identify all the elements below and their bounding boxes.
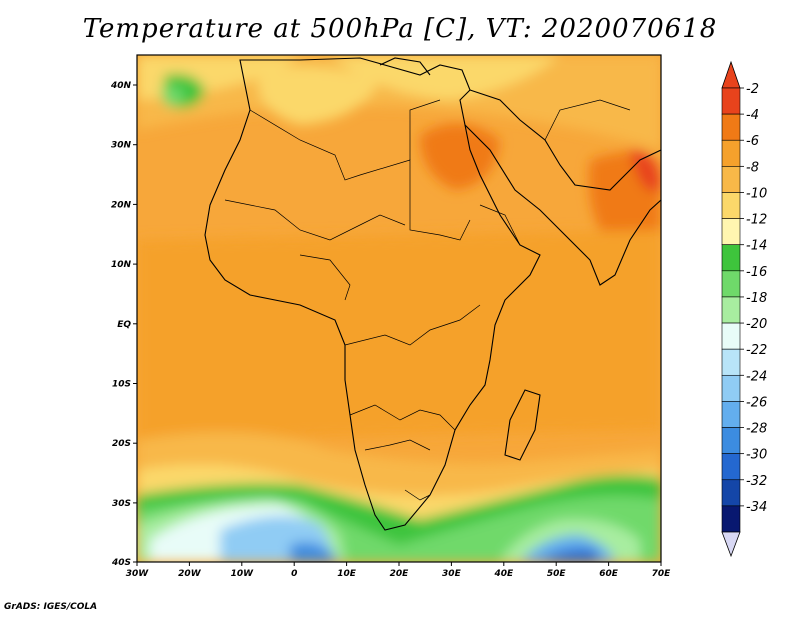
colorbar-swatch bbox=[721, 218, 741, 246]
map-title: Temperature at 500hPa [C], VT: 202007061… bbox=[82, 14, 718, 44]
colorbar-label: -34 bbox=[746, 500, 767, 515]
colorbar-label: -4 bbox=[746, 108, 759, 123]
lon-tick-label: 0 bbox=[291, 569, 297, 579]
lon-tick-label: 70E bbox=[652, 569, 672, 579]
colorbar-top-arrow bbox=[721, 60, 741, 89]
colorbar-swatch bbox=[721, 322, 741, 350]
lat-tick-label: 40S bbox=[111, 558, 131, 568]
colorbar-label: -8 bbox=[746, 160, 759, 175]
colorbar-swatch bbox=[721, 270, 741, 298]
lat-tick-label: 30S bbox=[112, 499, 131, 509]
latitude-tick-labels: 40N 30N 20N 10N EQ 10S 20S 30S 40S bbox=[110, 81, 137, 568]
colorbar-label: -6 bbox=[746, 134, 759, 149]
colorbar-swatch bbox=[721, 296, 741, 324]
country-borders bbox=[224, 99, 631, 501]
lon-tick-label: 20W bbox=[178, 569, 202, 579]
colorbar-swatch bbox=[721, 192, 741, 219]
colorbar-label: -26 bbox=[746, 395, 767, 410]
colorbar-swatch bbox=[721, 427, 741, 454]
lat-tick-label: 10S bbox=[112, 380, 131, 390]
colorbar-swatch bbox=[721, 453, 741, 481]
colorbar-label: -10 bbox=[746, 186, 767, 201]
colorbar-swatch bbox=[721, 166, 741, 193]
colorbar-swatch bbox=[721, 348, 741, 376]
coastlines bbox=[204, 57, 661, 531]
lat-tick-label: 30N bbox=[111, 141, 132, 151]
lat-tick-label: 10N bbox=[111, 260, 132, 270]
lon-tick-label: 30E bbox=[442, 569, 462, 579]
colorbar-swatch bbox=[721, 505, 741, 533]
colorbar-label: -16 bbox=[746, 265, 767, 280]
colorbar-label: -20 bbox=[746, 317, 767, 332]
colorbar-swatch bbox=[721, 401, 741, 428]
colorbar-swatch bbox=[721, 244, 741, 272]
longitude-tick-labels: 30W 20W 10W 0 10E 20E 30E 40E 50E 60E 70E bbox=[126, 562, 671, 579]
temperature-field bbox=[137, 55, 661, 562]
lon-tick-label: 20E bbox=[390, 569, 410, 579]
lon-tick-label: 40E bbox=[493, 569, 514, 579]
colorbar-label: -24 bbox=[746, 369, 767, 384]
lat-tick-label: 40N bbox=[110, 81, 132, 91]
colorbar-swatch bbox=[721, 374, 741, 402]
colorbar-label: -18 bbox=[746, 291, 767, 306]
colorbar-label: -22 bbox=[746, 343, 767, 358]
lat-tick-label: 20S bbox=[112, 439, 131, 449]
colorbar-swatch bbox=[721, 139, 741, 167]
lon-tick-label: 10E bbox=[337, 569, 357, 579]
colorbar-swatch bbox=[721, 113, 741, 141]
colorbar: -2 -4 -6 -8 -10 -12 -14 -16 -18 -20 -22 -24 -26 -28 -3… bbox=[721, 60, 767, 558]
colorbar-label: -12 bbox=[746, 213, 767, 228]
lon-tick-label: 30W bbox=[126, 569, 150, 579]
colorbar-swatch bbox=[721, 479, 741, 507]
lat-tick-label: EQ bbox=[117, 320, 131, 330]
footer-credit: GrADS: IGES/COLA bbox=[4, 602, 98, 612]
colorbar-label: -2 bbox=[746, 82, 759, 97]
lon-tick-label: 50E bbox=[547, 569, 567, 579]
colorbar-label: -30 bbox=[746, 448, 767, 463]
colorbar-bottom-arrow bbox=[721, 531, 741, 558]
lat-tick-label: 20N bbox=[111, 200, 132, 210]
lon-tick-label: 10W bbox=[231, 569, 255, 579]
colorbar-swatch bbox=[721, 87, 741, 115]
colorbar-label: -32 bbox=[746, 474, 767, 489]
colorbar-label: -28 bbox=[746, 422, 767, 437]
lon-tick-label: 60E bbox=[599, 569, 619, 579]
colorbar-label: -14 bbox=[746, 239, 767, 254]
